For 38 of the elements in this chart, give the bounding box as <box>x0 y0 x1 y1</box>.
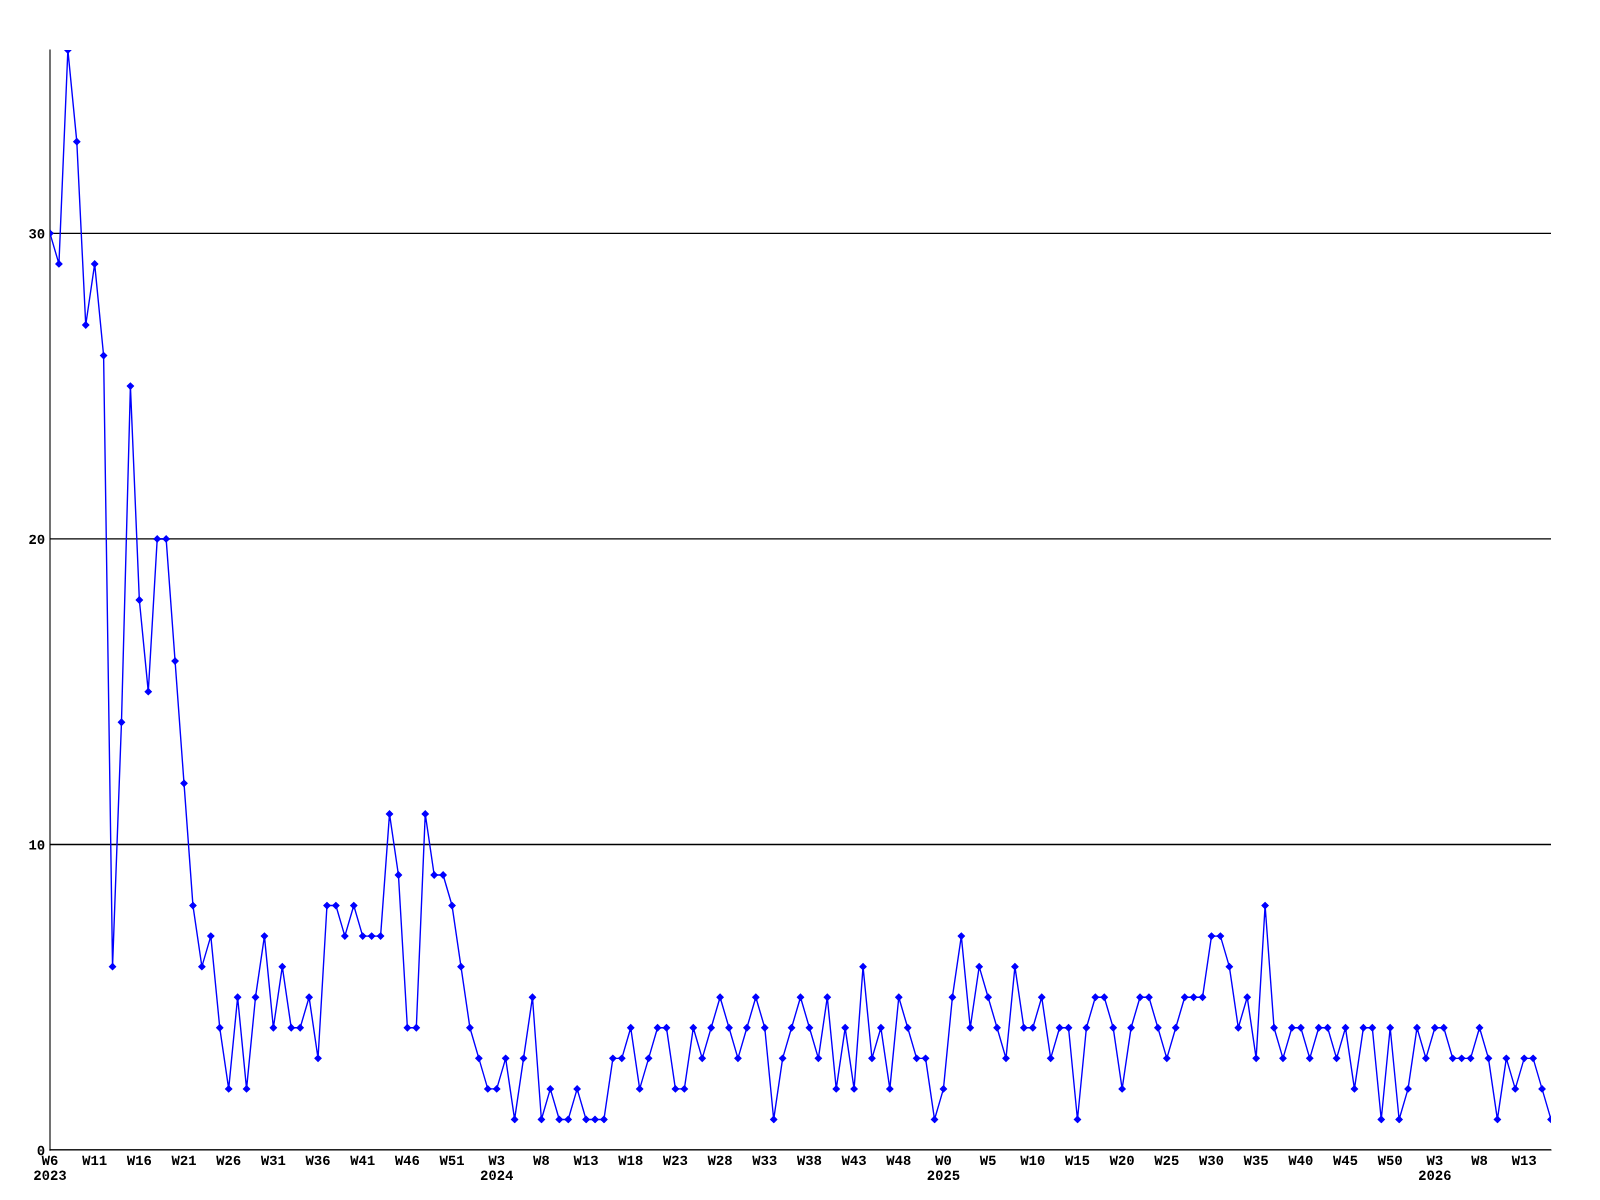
x-tick-label: W31 <box>260 1155 286 1166</box>
x-tick-label: W20 <box>1109 1155 1134 1166</box>
x-tick-label: W10 <box>1020 1155 1045 1166</box>
x-tick-label: W18 <box>618 1155 643 1166</box>
x-tick-label: W3 2026 <box>1419 1155 1451 1181</box>
x-tick-label: W51 <box>439 1155 464 1166</box>
x-tick-label: W3 2024 <box>480 1155 513 1181</box>
x-tick-label: W23 <box>662 1155 688 1166</box>
y-tick-label: 30 <box>29 229 45 239</box>
x-tick-label: W43 <box>841 1155 866 1166</box>
x-tick-label: W15 <box>1064 1155 1090 1166</box>
x-tick-label: W6 2023 <box>34 1155 66 1181</box>
x-tick-label: W26 <box>216 1155 241 1166</box>
x-tick-label: W33 <box>752 1155 777 1166</box>
x-tick-label: W5 <box>979 1155 996 1166</box>
x-tick-label: W48 <box>886 1155 911 1166</box>
x-tick-label: W30 <box>1198 1155 1224 1166</box>
x-tick-label: W16 <box>126 1155 152 1166</box>
x-tick-label: W28 <box>707 1155 732 1166</box>
y-tick-label: 20 <box>29 534 45 545</box>
x-tick-label: W25 <box>1154 1155 1179 1166</box>
x-tick-label: W50 <box>1377 1155 1402 1166</box>
x-tick-label: W38 <box>796 1155 822 1166</box>
x-tick-label: W0 2025 <box>927 1155 960 1181</box>
x-tick-label: W35 <box>1243 1155 1268 1166</box>
y-tick-label: 10 <box>29 840 45 850</box>
x-tick-label: W8 <box>1471 1155 1488 1166</box>
x-tick-label: W13 <box>1511 1155 1536 1166</box>
x-tick-label: W8 <box>533 1155 549 1166</box>
x-tick-label: W11 <box>82 1155 107 1165</box>
x-tick-label: W40 <box>1288 1155 1313 1166</box>
x-tick-label: W46 <box>394 1155 420 1166</box>
x-tick-label: W41 <box>350 1155 375 1165</box>
x-tick-label: W13 <box>573 1155 598 1166</box>
x-tick-label: W21 <box>171 1155 196 1165</box>
x-tick-label: W45 <box>1333 1155 1358 1166</box>
y-tick-label: 0 <box>37 1145 45 1156</box>
x-tick-label: W36 <box>305 1155 330 1166</box>
